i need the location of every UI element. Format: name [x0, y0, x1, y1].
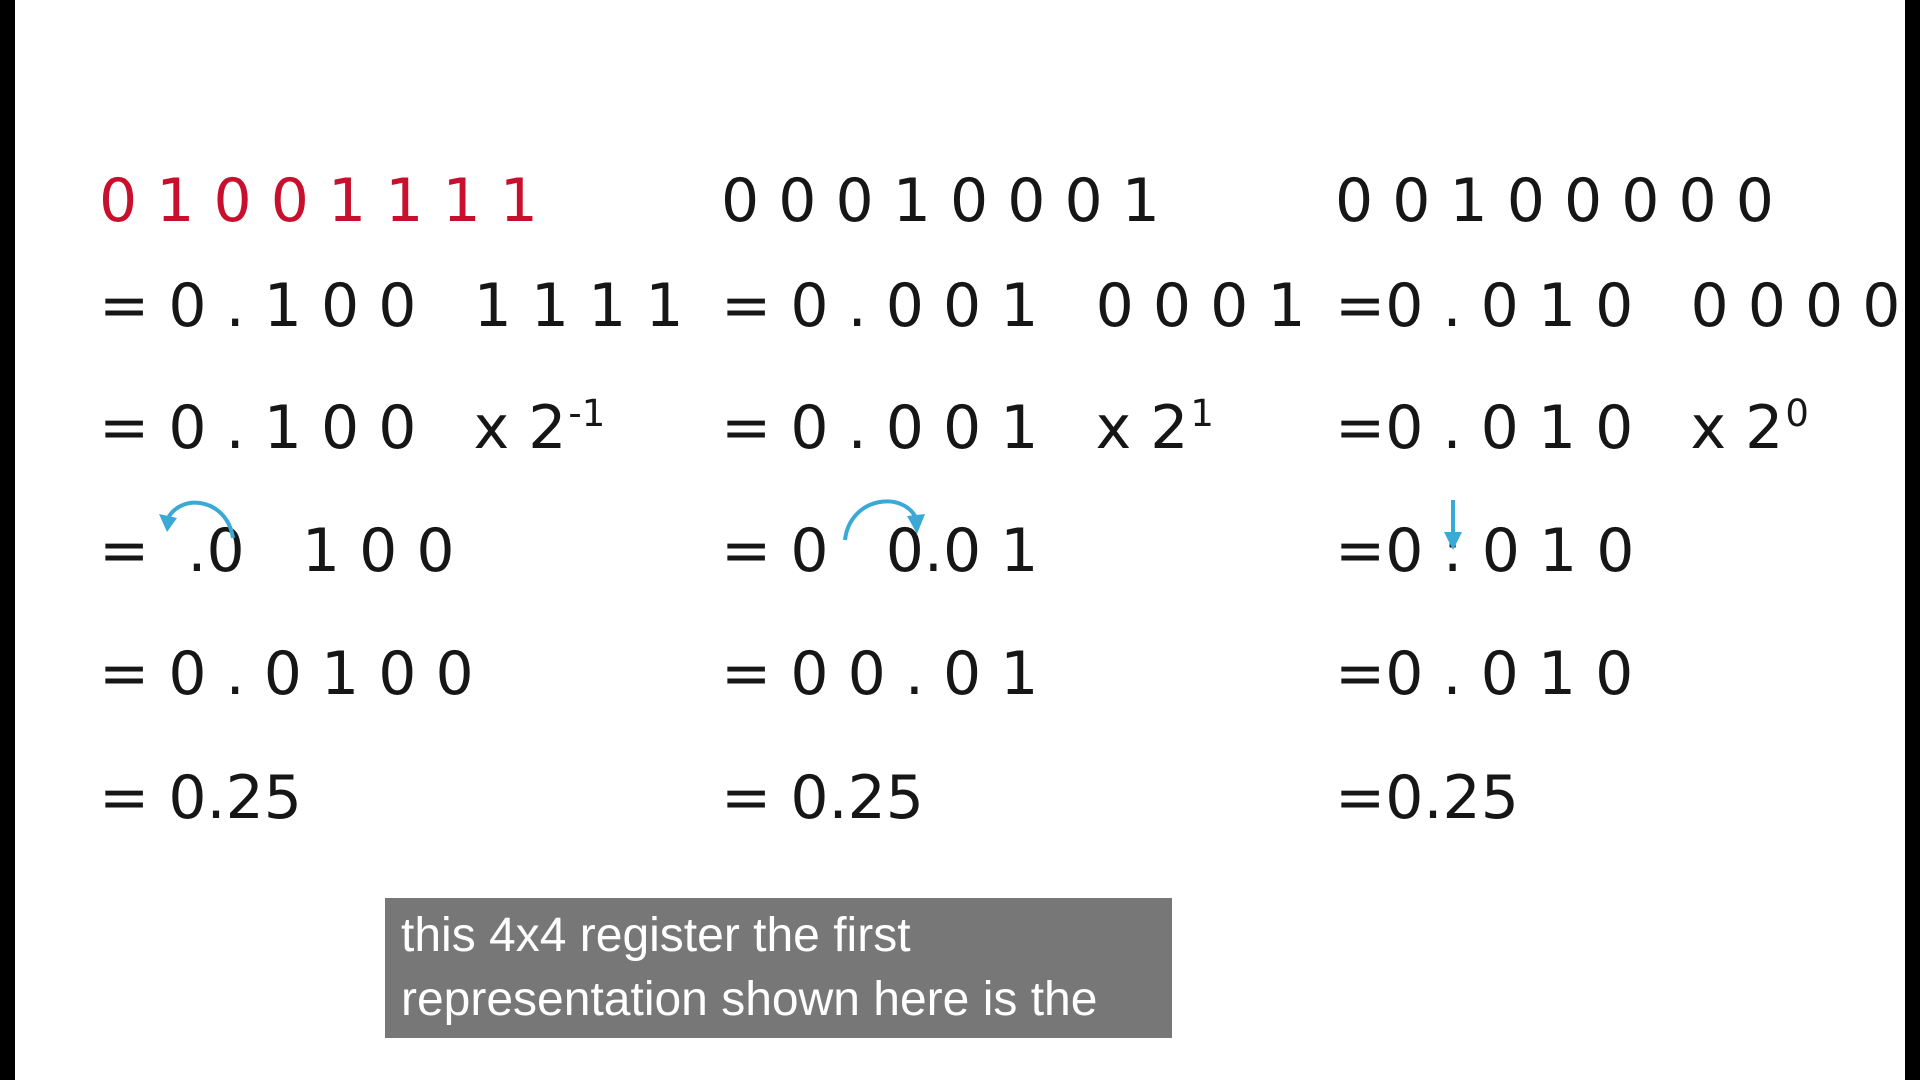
curved-right-arrow-icon	[843, 499, 925, 541]
caption-line-2: representation shown here is the	[401, 973, 1098, 1026]
col1-exponent: -1	[568, 392, 606, 435]
col3-row4: =0 . 0 1 0	[1335, 639, 1634, 709]
col3-row3: =0 : 0 1 0	[1335, 516, 1635, 586]
col1-row1: = 0 . 1 0 0 1 1 1 1	[99, 271, 684, 341]
col1-row2: = 0 . 1 0 0 x 2-1	[99, 392, 606, 463]
slide: 0 1 0 0 1 1 1 1 = 0 . 1 0 0 1 1 1 1 = 0 …	[15, 0, 1905, 1080]
subtitle-caption: this 4x4 register the first representati…	[385, 898, 1172, 1038]
col1-row5: = 0.25	[99, 763, 302, 833]
col2-exponent: 1	[1190, 392, 1214, 435]
col1-row4: = 0 . 0 1 0 0	[99, 639, 474, 709]
col2-row3: = 0 0.0 1	[721, 516, 1039, 586]
col3-binary: 0 0 1 0 0 0 0 0	[1335, 166, 1774, 236]
col1-binary: 0 1 0 0 1 1 1 1	[99, 166, 538, 236]
col2-row5: = 0.25	[721, 763, 924, 833]
col3-exponent: 0	[1785, 392, 1809, 435]
col3-row2: =0 . 0 1 0 x 20	[1335, 392, 1809, 463]
col3-row5: =0.25	[1335, 763, 1519, 833]
col1-row3: = .0 1 0 0	[99, 516, 455, 586]
col2-binary: 0 0 0 1 0 0 0 1	[721, 166, 1160, 236]
curved-left-arrow-icon	[159, 500, 235, 539]
caption-line-1: this 4x4 register the first	[401, 909, 911, 962]
col2-row1: = 0 . 0 0 1 0 0 0 1	[721, 271, 1306, 341]
col3-row1: =0 . 0 1 0 0 0 0 0	[1335, 271, 1901, 341]
col2-row2: = 0 . 0 0 1 x 21	[721, 392, 1214, 463]
down-arrow-icon	[1444, 500, 1462, 550]
col2-row4: = 0 0 . 0 1	[721, 639, 1039, 709]
